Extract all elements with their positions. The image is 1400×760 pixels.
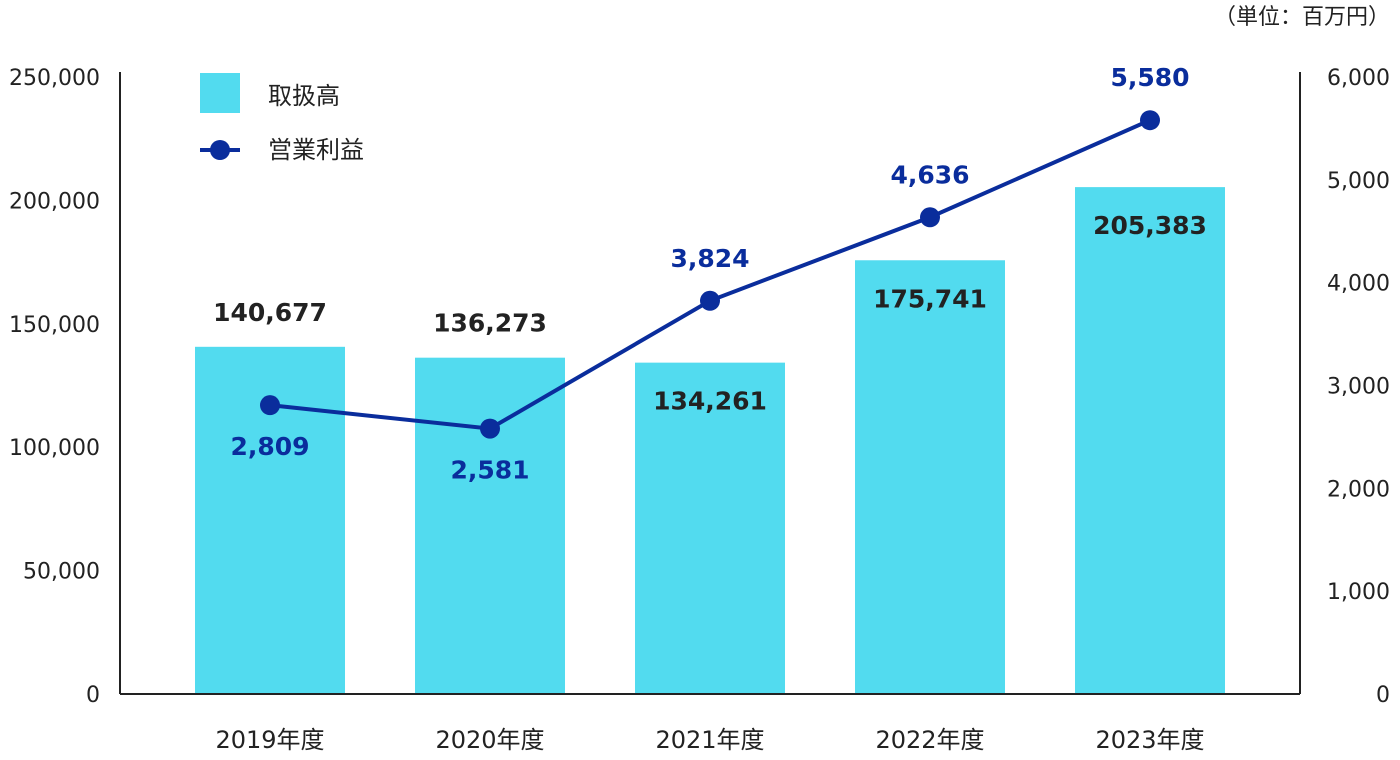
line-point-0 — [260, 395, 280, 416]
bar-value-label-0: 140,677 — [213, 298, 327, 327]
y-left-tick-label: 150,000 — [9, 313, 100, 338]
line-point-2 — [700, 290, 720, 311]
line-layer — [260, 110, 1160, 439]
x-tick-label: 2020年度 — [435, 726, 544, 754]
line-point-4 — [1140, 110, 1160, 131]
y-right-tick-label: 0 — [1376, 683, 1390, 708]
bar-1 — [415, 357, 565, 694]
bar-value-label-2: 134,261 — [653, 387, 767, 416]
bar-value-label-1: 136,273 — [433, 309, 547, 338]
ticks-layer: 0 50,000 100,000 150,000 200,000 250,000 0 1,00… — [9, 66, 1390, 708]
bar-2 — [635, 362, 785, 694]
bar-4 — [1075, 187, 1225, 695]
y-left-tick-label: 250,000 — [9, 66, 100, 91]
y-left-tick-label: 0 — [86, 683, 100, 708]
y-right-tick-label: 3,000 — [1327, 375, 1390, 400]
y-right-tick-label: 6,000 — [1327, 66, 1390, 91]
legend-line-marker — [210, 140, 230, 160]
axes-layer — [119, 72, 1301, 695]
legend-bar-swatch — [200, 73, 240, 113]
x-tick-label: 2023年度 — [1095, 726, 1204, 754]
y-right-tick-label: 5,000 — [1327, 169, 1390, 194]
x-labels-layer: 2019年度 2020年度 2021年度 2022年度 2023年度 — [215, 726, 1204, 754]
bar-3 — [855, 260, 1005, 694]
data-labels-layer: 140,677 136,273 134,261 175,741 205,383 2,809… — [213, 63, 1207, 484]
y-right-tick-label: 1,000 — [1327, 580, 1390, 605]
y-left-tick-label: 200,000 — [9, 189, 100, 214]
line-value-label-1: 2,581 — [450, 456, 529, 485]
y-left-tick-label: 50,000 — [23, 560, 100, 585]
x-tick-label: 2022年度 — [875, 726, 984, 754]
x-tick-label: 2019年度 — [215, 726, 324, 754]
line-value-label-0: 2,809 — [230, 432, 309, 461]
x-tick-label: 2021年度 — [655, 726, 764, 754]
legend-bar-label: 取扱高 — [268, 82, 340, 110]
y-left-tick-label: 100,000 — [9, 436, 100, 461]
line-value-label-2: 3,824 — [670, 244, 749, 273]
bar-value-label-3: 175,741 — [873, 284, 987, 313]
y-right-tick-label: 2,000 — [1327, 477, 1390, 502]
legend-line-label: 営業利益 — [268, 136, 364, 164]
line-value-label-3: 4,636 — [890, 160, 969, 189]
legend: 取扱高 営業利益 — [200, 73, 364, 164]
line-point-3 — [920, 207, 940, 228]
bar-value-label-4: 205,383 — [1093, 211, 1207, 240]
line-value-label-4: 5,580 — [1110, 63, 1189, 92]
bars-layer — [195, 187, 1225, 695]
y-right-tick-label: 4,000 — [1327, 272, 1390, 297]
line-point-1 — [480, 418, 500, 439]
unit-label: （単位：百万円） — [1214, 5, 1390, 30]
